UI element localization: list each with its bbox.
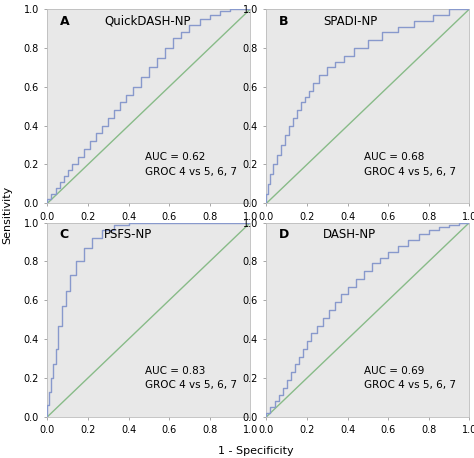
Text: B: B [279, 15, 288, 28]
Text: PSFS-NP: PSFS-NP [104, 229, 153, 241]
Text: 1 - Specificity: 1 - Specificity [218, 446, 294, 456]
Text: AUC = 0.68
GROC 4 vs 5, 6, 7: AUC = 0.68 GROC 4 vs 5, 6, 7 [364, 152, 456, 177]
Text: AUC = 0.69
GROC 4 vs 5, 6, 7: AUC = 0.69 GROC 4 vs 5, 6, 7 [364, 365, 456, 390]
Text: SPADI-NP: SPADI-NP [323, 15, 377, 28]
Text: Sensitivity: Sensitivity [2, 186, 12, 245]
Text: A: A [60, 15, 69, 28]
Text: AUC = 0.62
GROC 4 vs 5, 6, 7: AUC = 0.62 GROC 4 vs 5, 6, 7 [145, 152, 237, 177]
Text: C: C [60, 229, 69, 241]
Text: D: D [279, 229, 289, 241]
Text: DASH-NP: DASH-NP [323, 229, 376, 241]
Text: QuickDASH-NP: QuickDASH-NP [104, 15, 191, 28]
Text: AUC = 0.83
GROC 4 vs 5, 6, 7: AUC = 0.83 GROC 4 vs 5, 6, 7 [145, 365, 237, 390]
